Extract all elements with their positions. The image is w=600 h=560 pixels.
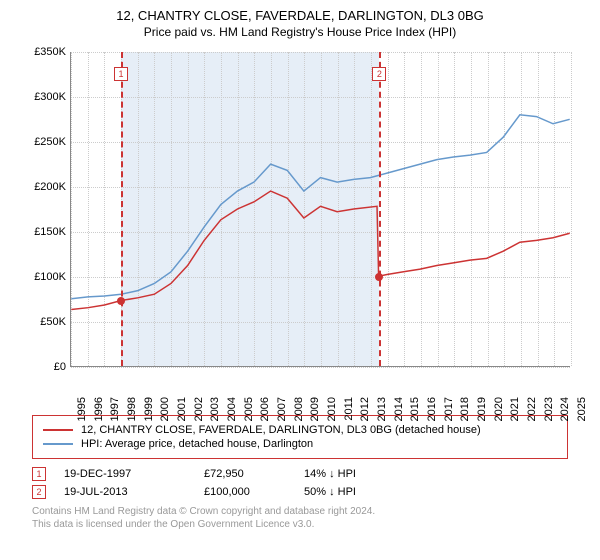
chart-area: 12 £0£50K£100K£150K£200K£250K£300K£350K1… [20,47,580,407]
legend-label: HPI: Average price, detached house, Darl… [81,438,313,450]
datapoint-date: 19-DEC-1997 [64,468,204,480]
x-axis-label: 2017 [443,397,455,421]
chart-subtitle: Price paid vs. HM Land Registry's House … [12,25,588,39]
x-axis-label: 2008 [293,397,305,421]
legend-item: HPI: Average price, detached house, Darl… [43,438,557,450]
marker-label-box: 2 [372,67,386,81]
x-axis-label: 2016 [426,397,438,421]
gridline-h [71,367,570,368]
datapoint-table: 1 19-DEC-1997£72,95014% ↓ HPI 2 19-JUL-2013… [32,467,568,499]
legend-swatch [43,429,73,431]
x-axis-label: 2004 [226,397,238,421]
x-axis-label: 2013 [376,397,388,421]
datapoint-date: 19-JUL-2013 [64,486,204,498]
x-axis-label: 1997 [110,397,122,421]
marker-line [379,52,381,366]
x-axis-label: 2012 [360,397,372,421]
x-axis-label: 1996 [93,397,105,421]
datapoint-price: £72,950 [204,468,304,480]
legend-item: 12, CHANTRY CLOSE, FAVERDALE, DARLINGTON… [43,424,557,436]
legend-box: 12, CHANTRY CLOSE, FAVERDALE, DARLINGTON… [32,415,568,459]
legend-swatch [43,443,73,445]
x-axis-label: 2020 [493,397,505,421]
x-axis-label: 2011 [342,397,354,421]
x-axis-label: 2010 [326,397,338,421]
marker-line [121,52,123,366]
x-axis-label: 2023 [543,397,555,421]
line-series-svg [71,52,570,366]
datapoint-pct: 50% ↓ HPI [304,486,424,498]
footer-line-2: This data is licensed under the Open Gov… [32,518,568,531]
x-axis-label: 2009 [310,397,322,421]
datapoint-row: 2 19-JUL-2013£100,00050% ↓ HPI [32,485,568,499]
datapoint-index-box: 1 [32,467,46,481]
x-axis-label: 2018 [460,397,472,421]
plot-region: 12 [70,52,570,367]
y-axis-label: £50K [40,316,66,328]
x-axis-label: 2014 [393,397,405,421]
x-axis-label: 1999 [143,397,155,421]
marker-dot [117,297,125,305]
y-axis-label: £100K [34,271,66,283]
chart-container: 12, CHANTRY CLOSE, FAVERDALE, DARLINGTON… [0,0,600,539]
gridline-v [571,52,572,366]
x-axis-label: 2019 [476,397,488,421]
y-axis-label: £200K [34,181,66,193]
x-axis-label: 1995 [76,397,88,421]
x-axis-label: 2003 [210,397,222,421]
x-axis-label: 1998 [126,397,138,421]
x-axis-label: 2007 [276,397,288,421]
chart-title: 12, CHANTRY CLOSE, FAVERDALE, DARLINGTON… [12,8,588,23]
x-axis-label: 2006 [260,397,272,421]
y-axis-label: £0 [54,361,66,373]
x-axis-label: 2005 [243,397,255,421]
marker-label-box: 1 [114,67,128,81]
y-axis-label: £250K [34,136,66,148]
x-axis-label: 2021 [510,397,522,421]
x-axis-label: 2015 [410,397,422,421]
x-axis-label: 2024 [560,397,572,421]
x-axis-label: 2025 [576,397,588,421]
datapoint-price: £100,000 [204,486,304,498]
x-axis-label: 2001 [176,397,188,421]
x-axis-label: 2002 [193,397,205,421]
datapoint-pct: 14% ↓ HPI [304,468,424,480]
y-axis-label: £150K [34,226,66,238]
footer-attribution: Contains HM Land Registry data © Crown c… [32,505,568,531]
x-axis-label: 2022 [526,397,538,421]
x-axis-label: 2000 [160,397,172,421]
footer-line-1: Contains HM Land Registry data © Crown c… [32,505,568,518]
y-axis-label: £300K [34,91,66,103]
series-price_paid [71,191,569,309]
datapoint-index-box: 2 [32,485,46,499]
datapoint-row: 1 19-DEC-1997£72,95014% ↓ HPI [32,467,568,481]
legend-label: 12, CHANTRY CLOSE, FAVERDALE, DARLINGTON… [81,424,481,436]
marker-dot [375,273,383,281]
y-axis-label: £350K [34,46,66,58]
